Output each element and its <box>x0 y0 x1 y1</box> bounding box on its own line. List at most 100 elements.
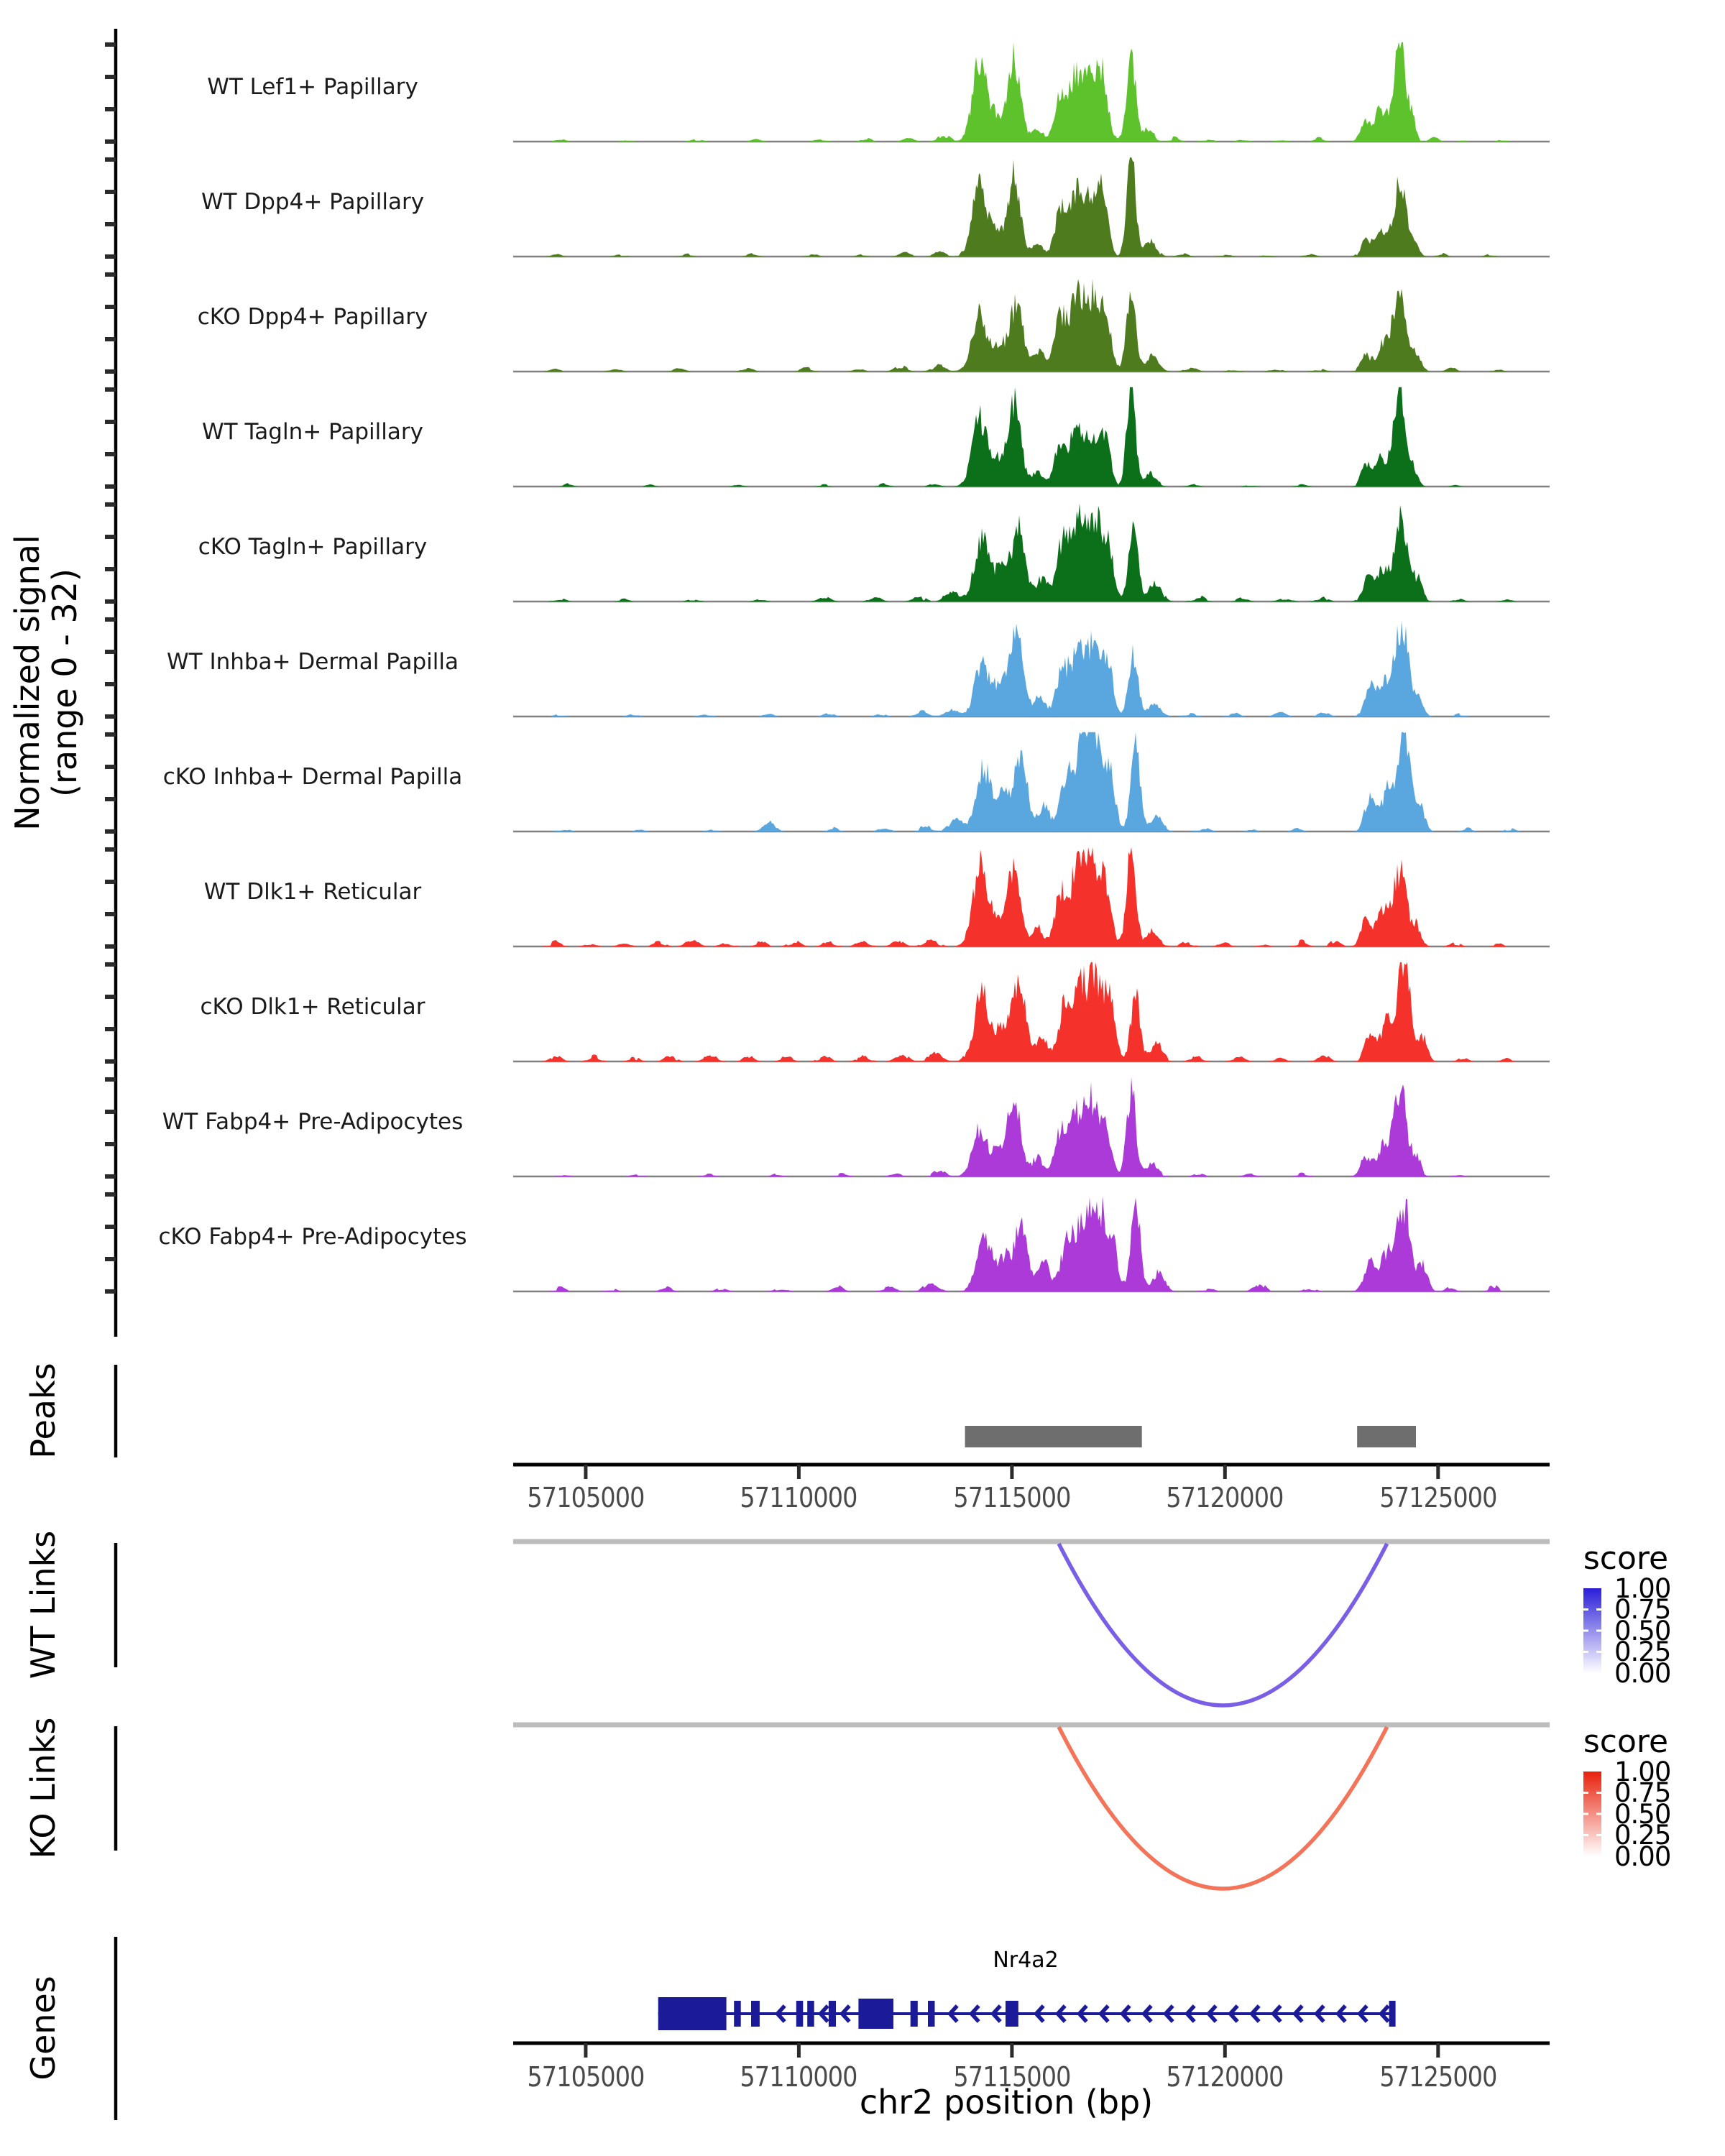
peak-region-bar-2 <box>1357 1426 1416 1447</box>
track-label-wt-dlk1: WT Dlk1+ Reticular <box>203 879 422 905</box>
coverage-area-cko-fabp4 <box>516 1196 1549 1291</box>
peaks-panel-label: Peaks <box>24 1363 63 1459</box>
signal-tracks <box>513 42 1550 1293</box>
peaks-panel <box>114 1365 1416 1457</box>
coverage-area-wt-tagln <box>516 387 1549 487</box>
ko-links-arc-1 <box>1057 1726 1389 1891</box>
axis1-tick-57110000: 57110000 <box>740 1482 857 1514</box>
strand-arrow-left <box>1292 2004 1304 2023</box>
gene-exon-2 <box>734 2001 741 2027</box>
strand-arrow-left <box>1227 2004 1239 2023</box>
coverage-area-cko-dlk1 <box>516 962 1549 1061</box>
strand-arrow-left <box>968 2004 980 2023</box>
axis1-tick-57105000: 57105000 <box>527 1482 645 1514</box>
track-label-wt-tagln: WT Tagln+ Papillary <box>202 419 423 445</box>
strand-arrow-left <box>1054 2004 1067 2023</box>
strand-arrow-left <box>1033 2004 1045 2023</box>
peak-region-bar-1 <box>965 1426 1142 1447</box>
coverage-area-wt-dpp4 <box>516 157 1549 257</box>
ko-links <box>513 1722 1550 1891</box>
genes-panel-label: Genes <box>24 1976 63 2081</box>
x-axis-title: chr2 position (bp) <box>859 2083 1154 2122</box>
wt-score-legend <box>1583 1588 1601 1673</box>
track-label-cko-fabp4: cKO Fabp4+ Pre-Adipocytes <box>158 1224 467 1250</box>
y-axis-label: Normalized signal (range 0 - 32) <box>8 535 84 831</box>
gene-exon-3 <box>751 2001 760 2027</box>
strand-arrow-left <box>1248 2004 1261 2023</box>
axis2-tick-57125000: 57125000 <box>1379 2061 1497 2093</box>
axis1-tick-57120000: 57120000 <box>1166 1482 1284 1514</box>
strand-arrow-left <box>1378 2004 1390 2023</box>
axis1-tick-57115000: 57115000 <box>953 1482 1071 1514</box>
wt-links-panel-label: WT Links <box>24 1530 63 1680</box>
gene-exon-7 <box>858 1999 893 2029</box>
strand-arrow-left <box>1356 2004 1368 2023</box>
wt-legend-tick-075: 0.75 <box>1614 1594 1671 1625</box>
track-label-cko-dlk1: cKO Dlk1+ Reticular <box>200 994 426 1020</box>
strand-arrow-left <box>1270 2004 1282 2023</box>
genome-axis-lower <box>513 2041 1550 2058</box>
strand-arrow-left <box>947 2004 959 2023</box>
axis2-tick-57105000: 57105000 <box>527 2061 645 2093</box>
strand-arrow-left <box>817 2004 829 2023</box>
wt-legend-title: score <box>1583 1540 1669 1577</box>
wt-legend-tick-000: 0.00 <box>1614 1658 1671 1689</box>
strand-arrow-left <box>1184 2004 1196 2023</box>
wt-links <box>513 1539 1550 1708</box>
ko-legend-tick-075: 0.75 <box>1614 1777 1671 1808</box>
coverage-area-cko-tagln <box>516 503 1549 602</box>
gene-exon-9 <box>928 2001 935 2027</box>
gene-exon-10 <box>1006 2001 1018 2027</box>
ko-score-legend <box>1583 1772 1601 1856</box>
wt-legend-tick-025: 0.25 <box>1614 1636 1671 1667</box>
axis2-tick-57120000: 57120000 <box>1166 2061 1284 2093</box>
signal-y-bracket <box>105 29 118 1337</box>
track-label-cko-inhba: cKO Inhba+ Dermal Papilla <box>162 764 463 790</box>
strand-arrow-left <box>990 2004 1002 2023</box>
ko-legend-tick-000: 0.00 <box>1614 1841 1671 1872</box>
axis1-tick-57125000: 57125000 <box>1379 1482 1497 1514</box>
strand-arrow-left <box>1141 2004 1153 2023</box>
track-label-wt-lef1: WT Lef1+ Papillary <box>207 74 418 100</box>
y-axis-label-line1: Normalized signal <box>8 535 47 831</box>
ko-legend-title: score <box>1583 1723 1669 1760</box>
coverage-area-cko-dpp4 <box>516 278 1549 372</box>
strand-arrow-left <box>1335 2004 1347 2023</box>
strand-arrow-left <box>1119 2004 1131 2023</box>
genome-axis-upper <box>513 1462 1550 1479</box>
gene-exon-1 <box>658 1997 727 2030</box>
strand-arrow-left <box>1098 2004 1110 2023</box>
strand-arrow-left <box>1205 2004 1218 2023</box>
track-label-wt-inhba: WT Inhba+ Dermal Papilla <box>167 649 459 675</box>
gene-exon-6 <box>828 2001 836 2027</box>
wt-legend-tick-100: 1.00 <box>1614 1573 1671 1604</box>
gene-exon-11 <box>1389 2001 1396 2027</box>
ko-legend-tick-050: 0.50 <box>1614 1799 1671 1830</box>
ko-legend-tick-100: 1.00 <box>1614 1756 1671 1787</box>
ko-legend-tick-025: 0.25 <box>1614 1820 1671 1851</box>
axis2-tick-57110000: 57110000 <box>740 2061 857 2093</box>
coverage-area-wt-dlk1 <box>516 847 1549 946</box>
gene-exon-8 <box>910 2001 918 2027</box>
wt-links-arc-1 <box>1057 1542 1389 1708</box>
gene-name-label: Nr4a2 <box>993 1948 1059 1973</box>
gene-exon-4 <box>796 2001 804 2027</box>
gene-exon-5 <box>807 2001 814 2027</box>
coverage-area-wt-lef1 <box>516 42 1549 142</box>
coverage-area-cko-inhba <box>516 732 1549 831</box>
strand-arrow-left <box>839 2004 851 2023</box>
strand-arrow-left <box>1313 2004 1325 2023</box>
genes-panel <box>114 1937 1396 2120</box>
y-axis-label-line2: (range 0 - 32) <box>45 568 84 797</box>
wt-legend-tick-050: 0.50 <box>1614 1616 1671 1646</box>
strand-arrow-left <box>1076 2004 1088 2023</box>
strand-arrow-left <box>774 2004 786 2023</box>
axis2-tick-57115000: 57115000 <box>953 2061 1071 2093</box>
track-label-wt-fabp4: WT Fabp4+ Pre-Adipocytes <box>162 1109 464 1135</box>
coverage-area-wt-fabp4 <box>516 1077 1549 1176</box>
strand-arrow-left <box>1162 2004 1174 2023</box>
track-label-cko-dpp4: cKO Dpp4+ Papillary <box>197 304 428 330</box>
ko-links-panel-label: KO Links <box>24 1717 63 1859</box>
track-label-cko-tagln: cKO Tagln+ Papillary <box>198 534 428 560</box>
